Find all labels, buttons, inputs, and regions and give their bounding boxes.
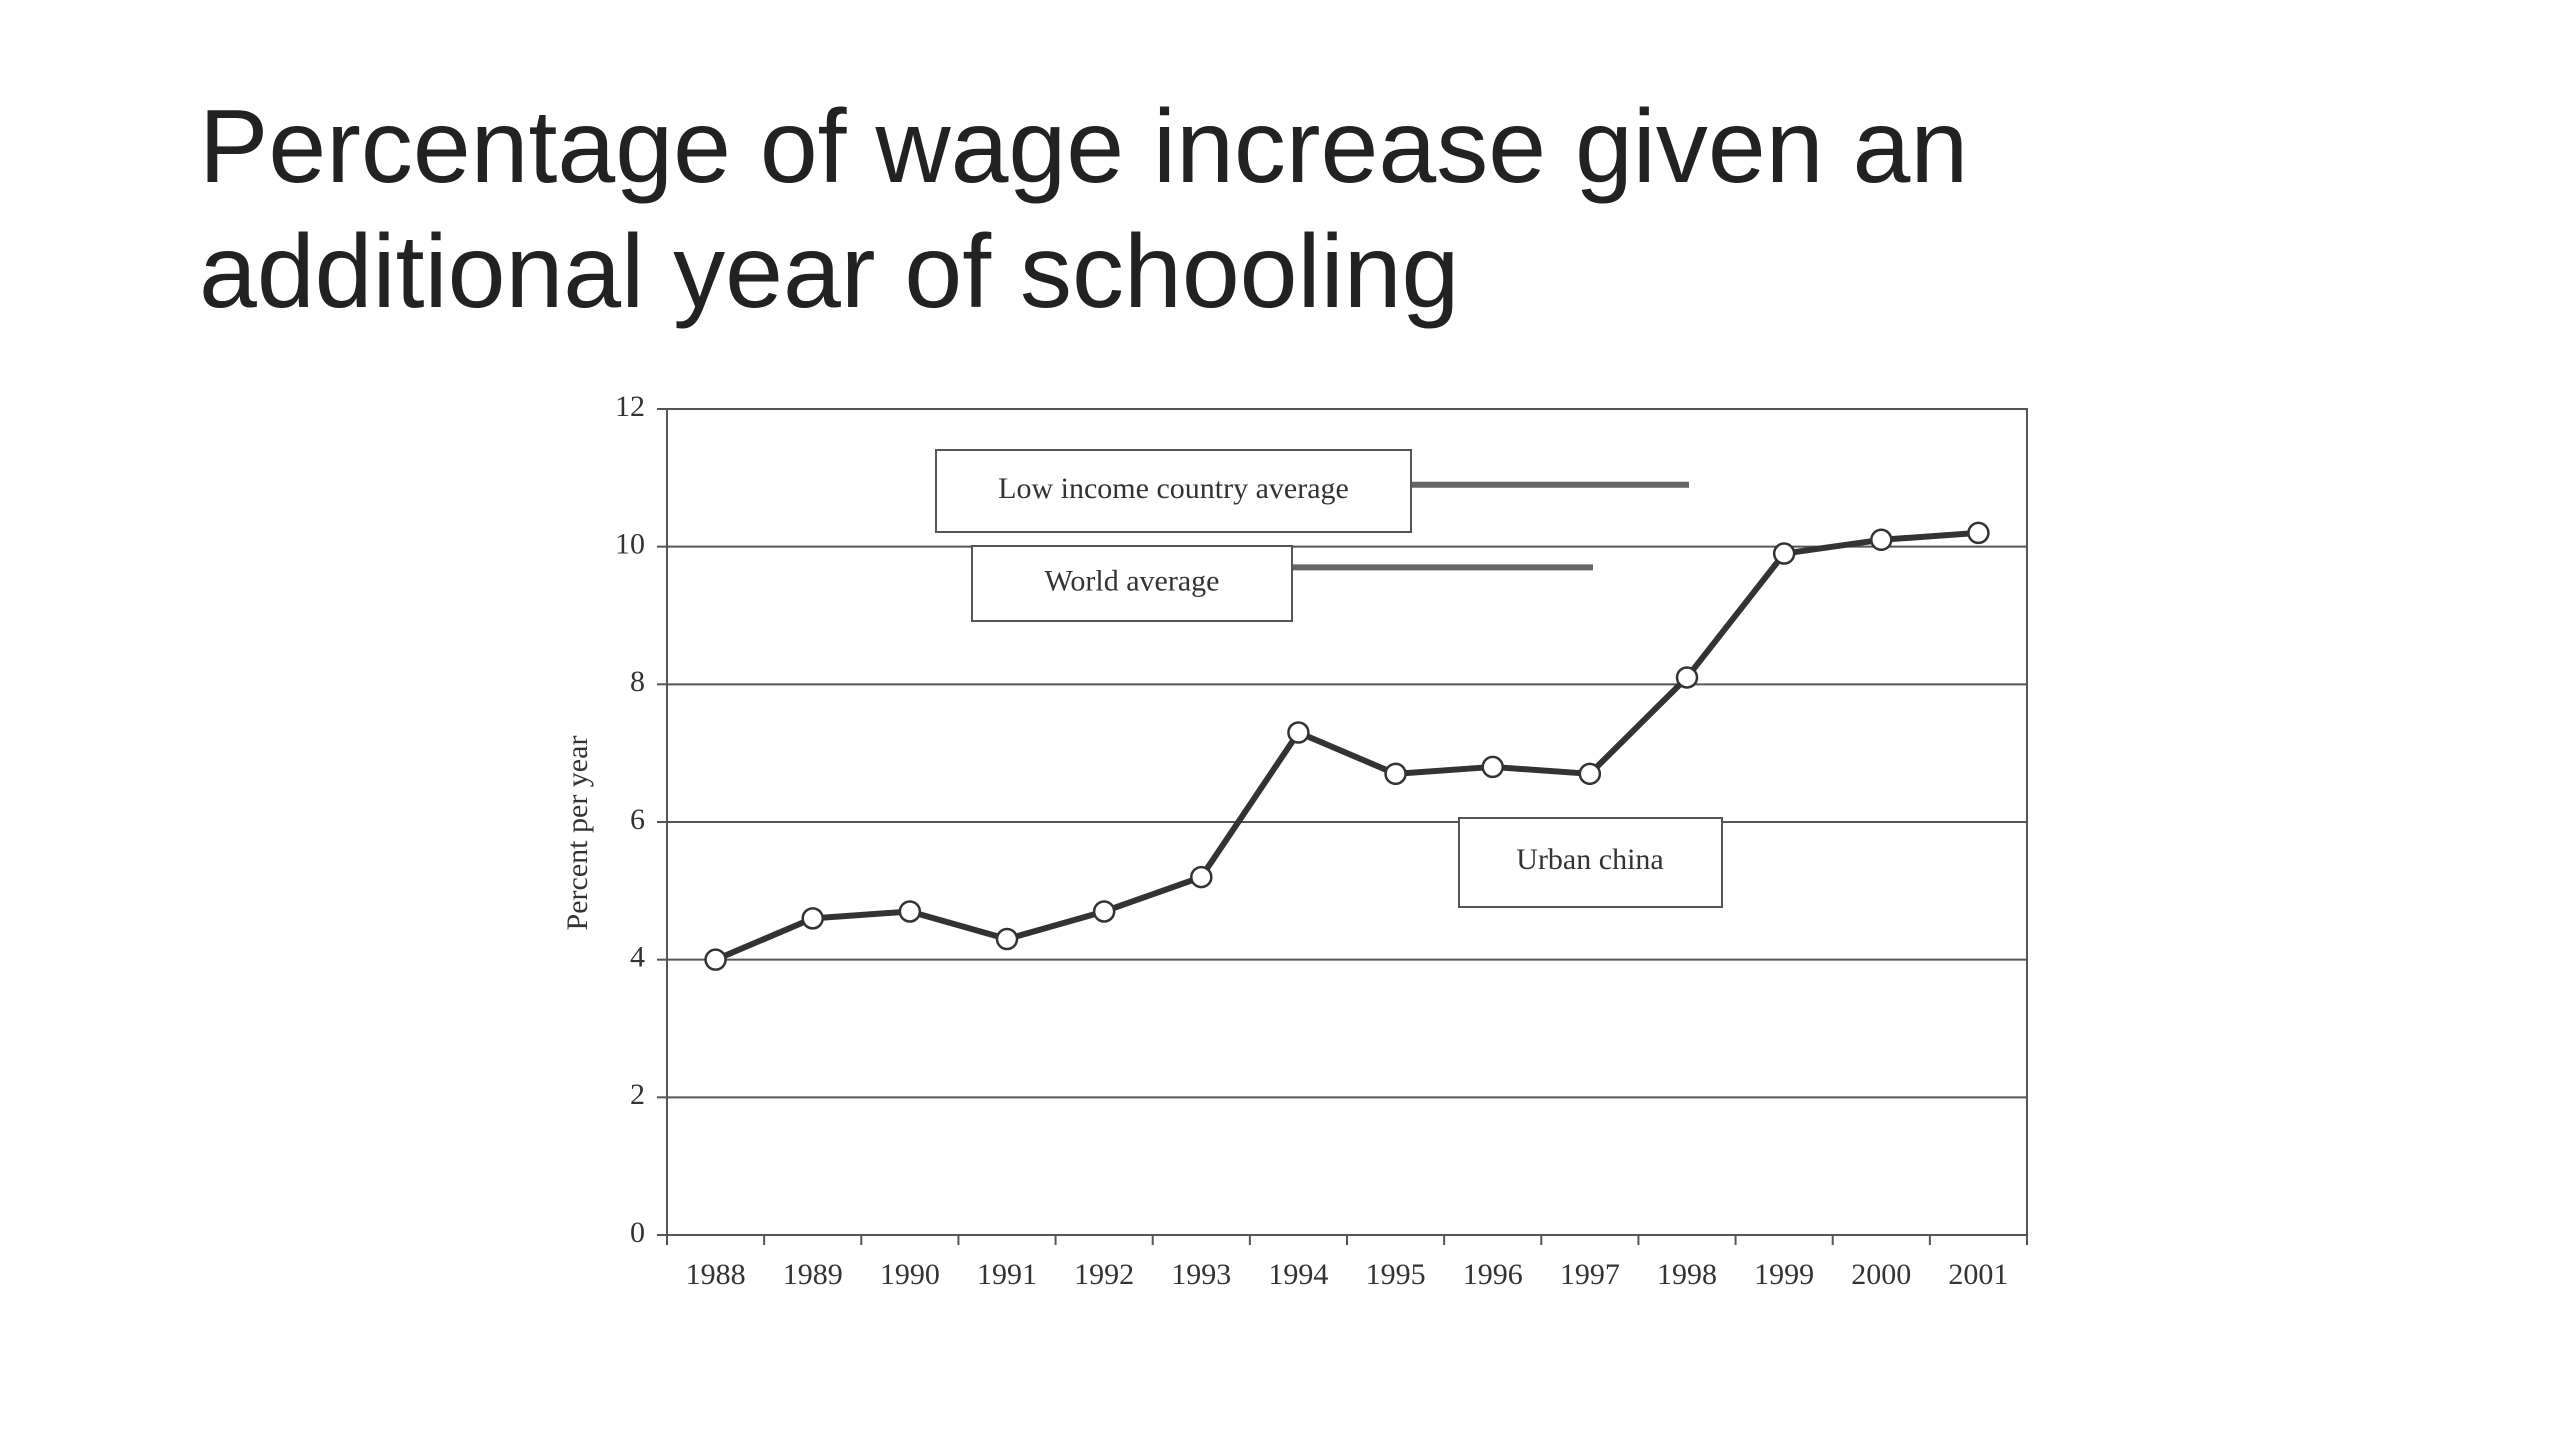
y-tick-label: 2 <box>630 1078 645 1111</box>
data-point <box>704 948 727 971</box>
x-tick-label: 1992 <box>1074 1258 1134 1291</box>
x-tick-label: 1990 <box>880 1258 940 1291</box>
data-point <box>1190 865 1213 889</box>
data-point <box>1092 900 1116 923</box>
x-tick-label: 1991 <box>977 1258 1037 1291</box>
legend-box <box>1458 817 1723 908</box>
data-point <box>801 907 824 930</box>
series-line <box>714 529 1979 963</box>
x-tick-label: 1994 <box>1268 1258 1328 1291</box>
x-tick-label: 1995 <box>1366 1258 1426 1291</box>
data-point <box>898 900 922 923</box>
x-tick-label: 1996 <box>1463 1258 1523 1291</box>
legend-label: Urban china <box>1516 843 1663 876</box>
data-point <box>1481 755 1504 779</box>
data-point <box>1578 762 1602 786</box>
data-point <box>1384 762 1407 786</box>
y-tick-label: 8 <box>630 665 645 698</box>
y-tick-label: 10 <box>615 528 645 561</box>
x-tick-label: 2001 <box>1948 1258 2008 1291</box>
x-tick-label: 1999 <box>1754 1258 1814 1291</box>
y-tick-label: 4 <box>630 941 645 974</box>
x-tick-label: 1989 <box>783 1258 843 1291</box>
data-point <box>995 927 1019 951</box>
data-point <box>1870 528 1893 552</box>
y-tick-label: 12 <box>615 390 645 423</box>
slide-title: Percentage of wage increase given an add… <box>199 89 1969 330</box>
data-point <box>1675 666 1699 689</box>
annotation-label: World average <box>1045 564 1220 597</box>
data-point <box>1287 721 1310 744</box>
y-tick-label: 0 <box>630 1216 645 1249</box>
annotation-label: Low income country average <box>998 472 1349 505</box>
x-tick-label: 1998 <box>1657 1258 1717 1291</box>
y-axis-label: Percent per year <box>561 736 594 931</box>
annotation-box <box>935 449 1412 533</box>
annotation-box <box>971 545 1293 622</box>
x-tick-label: 2000 <box>1851 1258 1911 1291</box>
data-point <box>1967 521 1990 545</box>
x-tick-label: 1993 <box>1171 1258 1231 1291</box>
x-tick-label: 1997 <box>1560 1258 1620 1291</box>
x-tick-label: 1988 <box>686 1258 746 1291</box>
data-point <box>1772 542 1796 565</box>
y-tick-label: 6 <box>630 803 645 836</box>
